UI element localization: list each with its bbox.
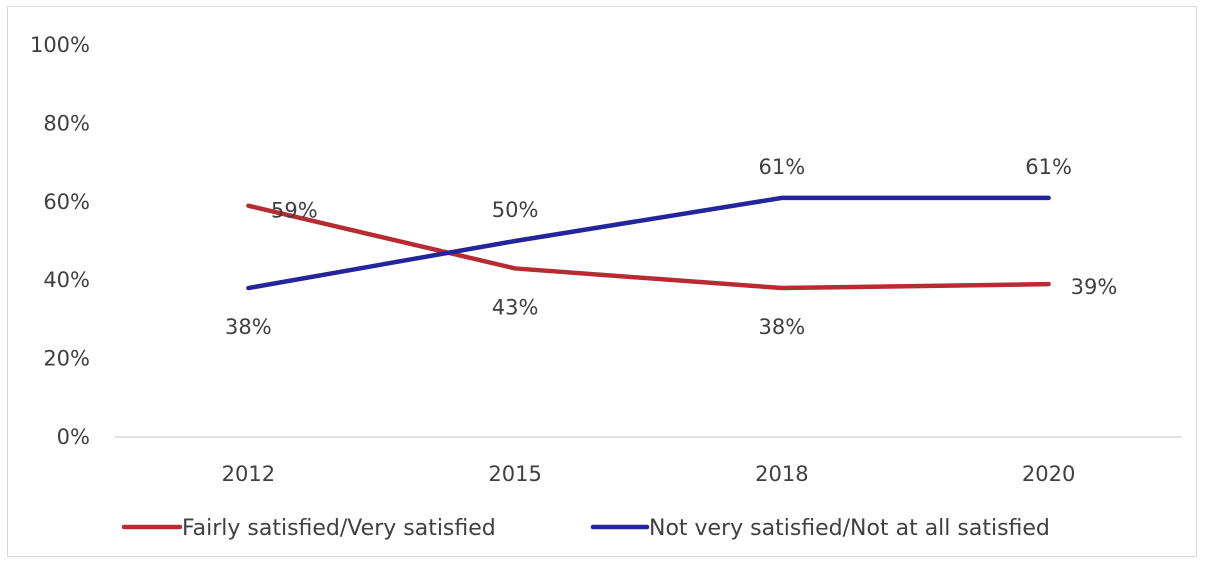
x-axis-ticks: 2012 2015 2018 2020 xyxy=(222,462,1076,486)
x-tick-label: 2015 xyxy=(488,462,541,486)
legend-label-1: Fairly satisfied/Very satisfied xyxy=(182,516,496,541)
legend-label-2: Not very satisfied/Not at all satisfied xyxy=(649,516,1050,541)
data-label: 39% xyxy=(1071,275,1118,299)
series-line-1 xyxy=(246,203,1051,291)
data-label: 50% xyxy=(492,198,539,222)
data-labels: 59% 43% 38% 39% 38% 50% 61% 61% xyxy=(225,155,1117,339)
data-label: 43% xyxy=(492,295,539,319)
y-tick-label: 100% xyxy=(30,33,90,57)
y-tick-label: 80% xyxy=(43,111,90,135)
x-tick-label: 2020 xyxy=(1022,462,1075,486)
y-tick-label: 20% xyxy=(43,347,90,371)
y-axis-ticks: 0% 20% 40% 60% 80% 100% xyxy=(30,33,90,449)
series-line-2 xyxy=(246,195,1051,291)
data-label: 61% xyxy=(759,155,806,179)
x-tick-label: 2018 xyxy=(755,462,808,486)
x-tick-label: 2012 xyxy=(222,462,275,486)
data-label: 38% xyxy=(225,315,272,339)
y-tick-label: 60% xyxy=(43,190,90,214)
series-lines xyxy=(246,195,1051,291)
y-tick-label: 40% xyxy=(43,268,90,292)
data-label: 59% xyxy=(271,199,318,223)
legend: Fairly satisfied/Very satisfied Not very … xyxy=(121,516,1050,541)
y-tick-label: 0% xyxy=(57,425,90,449)
data-label: 38% xyxy=(759,315,806,339)
chart-frame xyxy=(7,6,1197,557)
data-label: 61% xyxy=(1025,155,1072,179)
